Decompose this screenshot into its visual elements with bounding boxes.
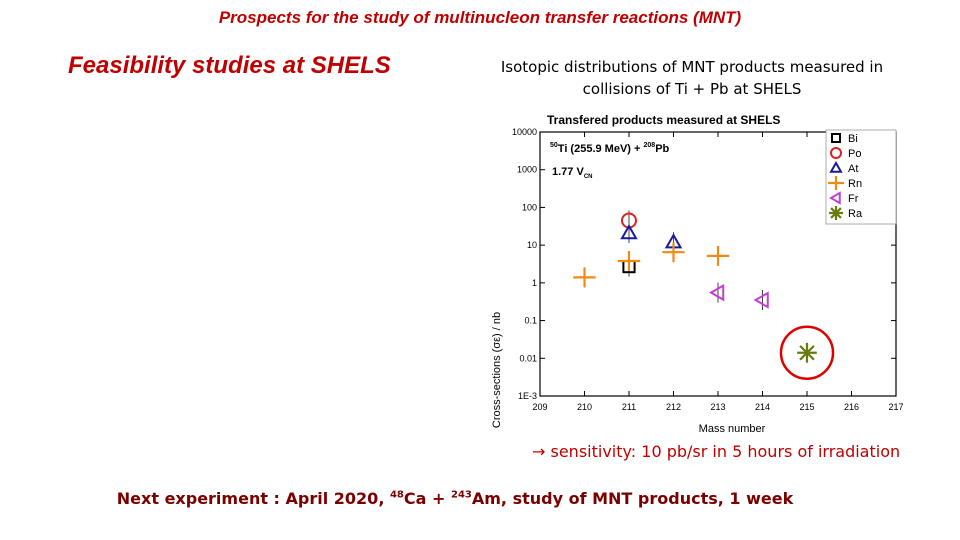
y-tick-label: 1E-3	[518, 391, 537, 401]
legend-box	[825, 129, 897, 225]
data-point-ra	[797, 342, 817, 363]
legend-label-bi: Bi	[848, 133, 858, 145]
y-tick-label: 0.1	[524, 316, 537, 326]
slide-title: Prospects for the study of multinucleon …	[218, 8, 742, 27]
legend-label-ra: Ra	[848, 208, 863, 220]
data-point-fr	[708, 283, 725, 302]
legend-marker-po	[830, 147, 842, 159]
x-tick-label: 210	[577, 402, 592, 412]
legend-label-at: At	[848, 163, 858, 175]
x-tick-label: 212	[666, 402, 681, 412]
x-tick-label: 215	[799, 402, 814, 412]
legend-marker-rn	[828, 176, 844, 190]
arrow-right-icon: →	[532, 442, 546, 461]
data-point-rn	[617, 251, 641, 271]
chart-description: Isotopic distributions of MNT products m…	[500, 58, 884, 98]
energy-label: 1.77 VCN	[552, 166, 592, 180]
x-tick-label: 216	[844, 402, 859, 412]
sensitivity-text: sensitivity: 10 pb/sr in 5 hours of irra…	[545, 442, 901, 461]
legend-label-fr: Fr	[848, 193, 859, 205]
y-axis-label: Cross-sections (σε) / nb	[491, 312, 503, 428]
reaction-label: 50Ti (255.9 MeV) + 208Pb	[550, 142, 670, 155]
x-tick-label: 217	[888, 402, 903, 412]
ca-mass-number: 48	[389, 489, 404, 501]
y-tick-label: 1	[532, 278, 537, 288]
x-tick-label: 214	[755, 402, 770, 412]
sensitivity-note: → sensitivity: 10 pb/sr in 5 hours of ir…	[532, 442, 900, 461]
legend-label-po: Po	[848, 148, 861, 160]
x-tick-label: 213	[710, 402, 725, 412]
data-point-rn	[662, 242, 685, 262]
y-tick-label: 100	[522, 202, 537, 212]
legend-marker-at	[829, 160, 843, 173]
cross-section-chart: Transfered products measured at SHELS 50…	[484, 108, 904, 443]
cross-section-plot: Transfered products measured at SHELS 50…	[491, 113, 904, 435]
y-tick-label: 10	[527, 240, 537, 250]
chart-title: Transfered products measured at SHELS	[547, 113, 780, 127]
x-tick-label: 211	[622, 402, 636, 412]
y-tick-label: 10000	[512, 127, 537, 137]
next-experiment: Next experiment : April 2020, 48Ca + 243…	[116, 489, 794, 508]
legend-marker-ra	[829, 206, 843, 220]
data-point-fr	[753, 291, 769, 309]
x-tick-label: 209	[532, 402, 547, 412]
legend-label-rn: Rn	[848, 178, 862, 190]
x-axis-label: Mass number	[699, 423, 766, 435]
y-tick-label: 1000	[517, 165, 537, 175]
slide-subtitle: Feasibility studies at SHELS	[68, 52, 391, 79]
data-point-at	[620, 223, 638, 240]
y-tick-label: 0.01	[519, 353, 537, 363]
data-point-rn	[573, 267, 596, 288]
legend-marker-bi	[831, 133, 841, 143]
data-point-rn	[706, 246, 730, 266]
legend-marker-fr	[828, 191, 841, 205]
highlight-circle	[779, 325, 835, 381]
am-mass-number: 243	[450, 489, 472, 501]
